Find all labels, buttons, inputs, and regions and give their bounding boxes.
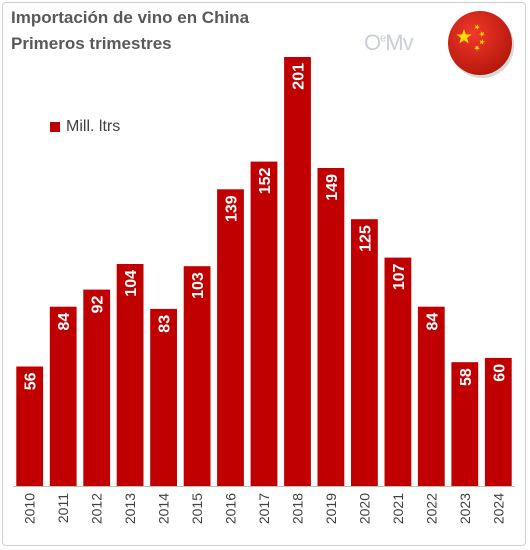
flag-small-star-icon <box>474 24 480 30</box>
flag-small-star-icon <box>479 31 485 37</box>
x-tick-2021: 2021 <box>390 493 406 524</box>
x-tick-labels: 2010 2011 2012 2013 2014 2015 2016 2017 2018 2019… <box>22 493 507 524</box>
bar-2016 <box>217 189 244 487</box>
data-label-2023: 58 <box>458 368 475 386</box>
x-tick-2022: 2022 <box>423 493 439 524</box>
bar-2018 <box>284 57 311 486</box>
x-tick-2016: 2016 <box>223 493 239 524</box>
x-tick-2015: 2015 <box>189 493 205 524</box>
data-label-2017: 152 <box>257 168 274 195</box>
x-tick-2013: 2013 <box>122 493 138 524</box>
x-tick-2020: 2020 <box>356 493 372 524</box>
x-tick-2014: 2014 <box>156 493 172 524</box>
data-label-2022: 84 <box>424 313 441 331</box>
bar-2015 <box>183 266 211 486</box>
x-tick-2011: 2011 <box>55 493 71 523</box>
bar-2022 <box>417 306 445 486</box>
data-label-2024: 60 <box>491 364 508 382</box>
data-label-2020: 125 <box>357 225 374 252</box>
legend-swatch <box>50 122 60 132</box>
bar-2014 <box>150 308 177 486</box>
chart-subtitle: Primeros trimestres <box>11 34 172 53</box>
chart-title: Importación de vino en China <box>11 8 250 27</box>
x-tick-2023: 2023 <box>457 493 473 524</box>
data-label-2011: 84 <box>56 313 73 331</box>
flag-small-star-icon <box>479 39 485 45</box>
bar-2010 <box>16 366 44 486</box>
data-label-2018: 201 <box>291 63 308 90</box>
bar-2021 <box>384 257 412 486</box>
x-tick-2017: 2017 <box>256 493 272 524</box>
data-label-2021: 107 <box>391 264 408 291</box>
x-tick-2019: 2019 <box>323 493 339 524</box>
flag-small-star-icon <box>474 45 480 51</box>
bar-2023 <box>451 362 479 486</box>
bar-2013 <box>116 264 144 486</box>
data-label-2016: 139 <box>224 195 241 222</box>
data-label-2015: 103 <box>190 272 207 299</box>
china-flag-icon <box>448 11 514 78</box>
flag-big-star-icon <box>456 29 472 44</box>
x-tick-2012: 2012 <box>89 493 105 524</box>
x-tick-2010: 2010 <box>22 493 38 524</box>
bar-2012 <box>83 289 111 486</box>
bar-2017 <box>250 161 278 486</box>
x-tick-2024: 2024 <box>490 493 506 524</box>
data-label-2012: 92 <box>90 295 107 313</box>
legend-label: Mill. ltrs <box>66 118 121 135</box>
data-label-2019: 149 <box>324 174 341 201</box>
bars-group: 56 84 92 104 83 103 139 152 201 149 125 107 84 58 60 <box>16 57 512 487</box>
legend: Mill. ltrs <box>50 118 120 136</box>
data-label-2013: 104 <box>123 270 140 297</box>
brand-logo: OeMv <box>364 30 414 55</box>
data-label-2014: 83 <box>157 315 174 333</box>
bar-2024 <box>484 357 512 486</box>
bar-2019 <box>317 168 345 486</box>
bar-2011 <box>49 306 77 486</box>
bar-2020 <box>351 219 378 486</box>
x-tick-2018: 2018 <box>290 493 306 524</box>
data-label-2010: 56 <box>23 372 40 390</box>
